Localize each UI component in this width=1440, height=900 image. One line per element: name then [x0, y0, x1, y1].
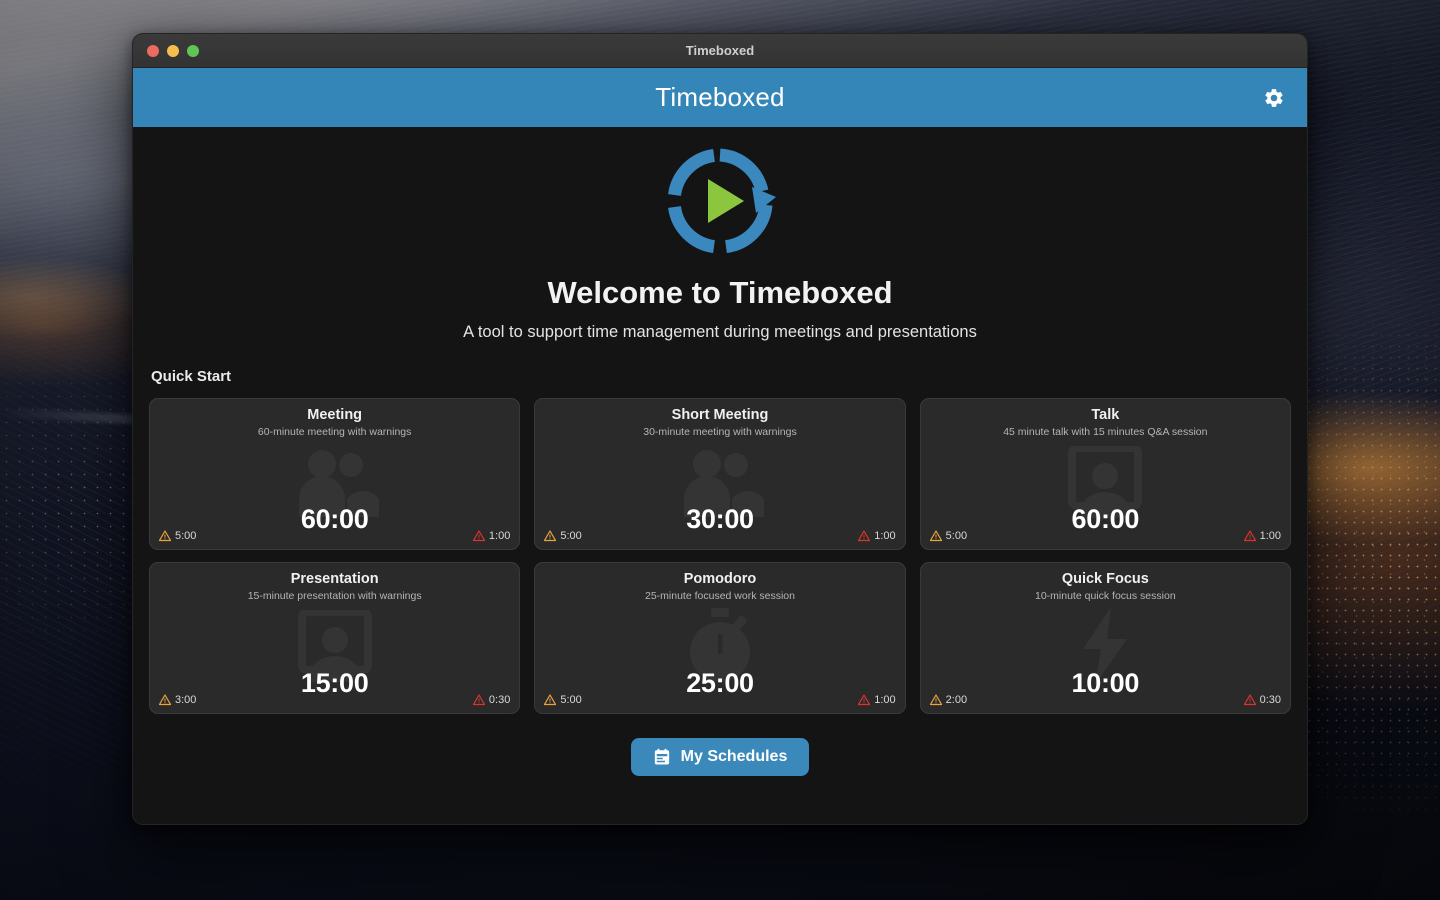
quick-start-heading: Quick Start — [151, 368, 232, 385]
preset-title: Presentation — [290, 571, 379, 587]
preset-subtitle: 25-minute focused work session — [644, 590, 795, 602]
preset-title: Talk — [1091, 407, 1120, 423]
preset-warning-final: 1:00 — [858, 694, 896, 706]
app-content: Welcome to Timeboxed A tool to support t… — [133, 127, 1307, 824]
preset-warning-final-value: 1:00 — [488, 530, 511, 542]
preset-duration: 60:00 — [300, 504, 369, 534]
app-window: Timeboxed Timeboxed — [132, 33, 1308, 825]
preset-warning-final: 0:30 — [1243, 694, 1281, 706]
preset-title: Pomodoro — [683, 571, 757, 587]
preset-card-meeting[interactable]: Meeting 60-minute meeting with warnings … — [149, 398, 521, 550]
warning-triangle-red-icon — [1243, 530, 1256, 542]
preset-subtitle: 30-minute meeting with warnings — [643, 426, 797, 438]
window-title: Timeboxed — [685, 43, 755, 58]
traffic-light-group — [133, 44, 199, 57]
calendar-icon — [654, 748, 669, 765]
preset-warning-final-value: 1:00 — [874, 530, 896, 542]
preset-warning-first: 5:00 — [544, 530, 582, 542]
hero-section: Welcome to Timeboxed A tool to support t… — [149, 127, 1291, 342]
warning-triangle-amber-icon — [544, 530, 557, 542]
zoom-button[interactable] — [187, 44, 199, 57]
preset-warning-final: 0:30 — [472, 694, 511, 706]
preset-warning-first-value: 3:00 — [175, 694, 197, 706]
preset-card-talk[interactable]: Talk 45 minute talk with 15 minutes Q&A … — [919, 398, 1291, 550]
preset-warning-final-value: 0:30 — [1259, 694, 1281, 706]
preset-card-quick-focus[interactable]: Quick Focus 10-minute quick focus sessio… — [919, 562, 1291, 714]
close-button[interactable] — [147, 44, 159, 57]
preset-warning-first: 2:00 — [929, 694, 968, 706]
welcome-subtitle: A tool to support time management during… — [463, 323, 977, 341]
logo-wrapper — [149, 145, 1291, 257]
preset-duration: 60:00 — [1071, 504, 1140, 534]
preset-subtitle: 15-minute presentation with warnings — [247, 590, 422, 602]
my-schedules-label: My Schedules — [680, 748, 788, 765]
warning-triangle-amber-icon — [929, 530, 942, 542]
preset-subtitle: 45 minute talk with 15 minutes Q&A sessi… — [1003, 426, 1208, 438]
preset-card-pomodoro[interactable]: Pomodoro 25-minute focused work session … — [534, 562, 906, 714]
preset-warning-first-value: 5:00 — [560, 694, 582, 706]
preset-card-presentation[interactable]: Presentation 15-minute presentation with… — [149, 562, 521, 714]
preset-warning-final-value: 0:30 — [488, 694, 511, 706]
preset-warning-first: 5:00 — [929, 530, 968, 542]
preset-warning-final-value: 1:00 — [874, 694, 896, 706]
settings-button[interactable] — [1257, 81, 1291, 115]
warning-triangle-red-icon — [472, 530, 485, 542]
my-schedules-button[interactable]: My Schedules — [630, 738, 810, 776]
preset-card-short-meeting[interactable]: Short Meeting 30-minute meeting with war… — [534, 398, 906, 550]
preset-subtitle: 60-minute meeting with warnings — [257, 426, 412, 438]
quick-start-grid: Meeting 60-minute meeting with warnings … — [149, 398, 1291, 714]
preset-warning-final: 1:00 — [1243, 530, 1281, 542]
warning-triangle-amber-icon — [159, 694, 171, 706]
preset-warning-first: 3:00 — [159, 694, 196, 706]
warning-triangle-amber-icon — [929, 694, 942, 706]
preset-duration: 10:00 — [1071, 668, 1140, 698]
preset-warning-first-value: 2:00 — [945, 694, 968, 706]
warning-triangle-amber-icon — [159, 530, 171, 542]
footer-actions: My Schedules — [149, 738, 1291, 776]
preset-warning-first-value: 5:00 — [560, 530, 582, 542]
app-header: Timeboxed — [133, 68, 1307, 127]
preset-warning-first: 5:00 — [544, 694, 582, 706]
gear-icon — [1265, 88, 1283, 107]
preset-duration: 30:00 — [686, 504, 754, 534]
warning-triangle-red-icon — [858, 530, 871, 542]
preset-subtitle: 10-minute quick focus session — [1035, 590, 1176, 602]
warning-triangle-red-icon — [858, 694, 871, 706]
preset-warning-final-value: 1:00 — [1259, 530, 1281, 542]
preset-title: Short Meeting — [671, 407, 769, 423]
warning-triangle-red-icon — [472, 694, 485, 706]
warning-triangle-amber-icon — [544, 694, 557, 706]
preset-warning-first-value: 5:00 — [175, 530, 197, 542]
preset-warning-first: 5:00 — [159, 530, 196, 542]
preset-title: Meeting — [307, 407, 363, 423]
preset-duration: 15:00 — [300, 668, 369, 698]
preset-warning-final: 1:00 — [472, 530, 511, 542]
preset-warning-first-value: 5:00 — [945, 530, 968, 542]
window-titlebar: Timeboxed — [133, 34, 1307, 68]
preset-title: Quick Focus — [1061, 571, 1149, 587]
preset-duration: 25:00 — [686, 668, 754, 698]
preset-warning-final: 1:00 — [858, 530, 896, 542]
circular-arrow-play-logo — [668, 148, 776, 254]
warning-triangle-red-icon — [1243, 694, 1256, 706]
app-title: Timeboxed — [655, 82, 785, 112]
minimize-button[interactable] — [167, 44, 179, 57]
welcome-heading: Welcome to Timeboxed — [547, 275, 893, 310]
